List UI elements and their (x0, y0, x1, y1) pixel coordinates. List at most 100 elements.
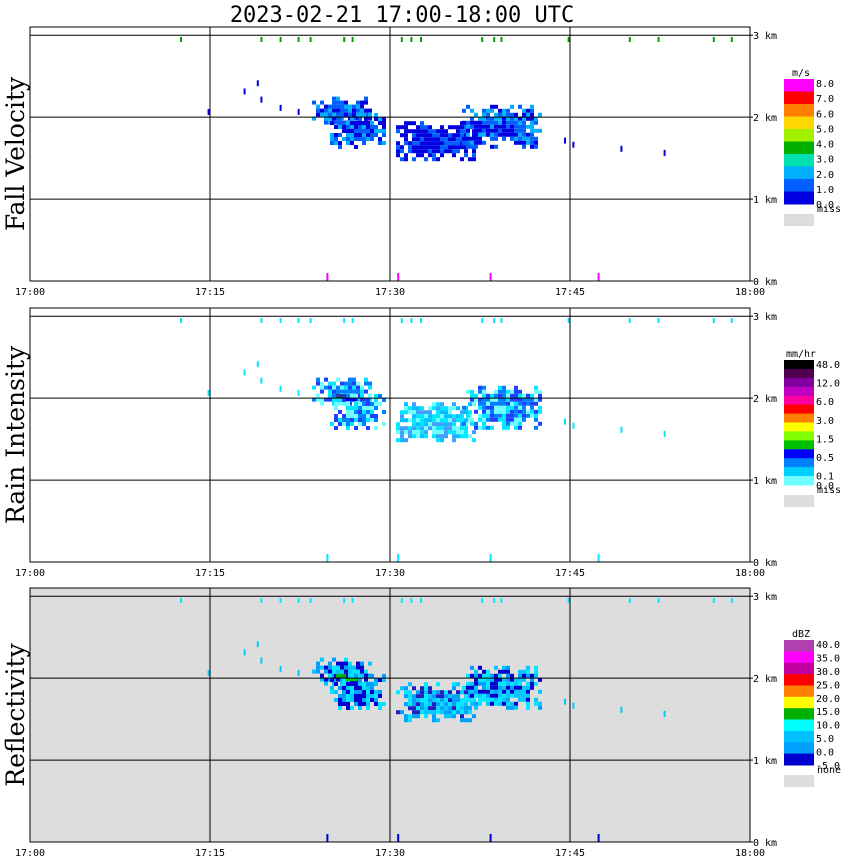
echo-cell (370, 402, 374, 406)
echo-cell (356, 397, 360, 402)
echo-cell (420, 153, 424, 158)
echo-cell (436, 422, 440, 427)
echo-cell (478, 116, 482, 121)
echo-cell (464, 426, 468, 431)
echo-cell (352, 665, 356, 670)
echo-cell (362, 690, 366, 694)
echo-cell (330, 137, 334, 141)
echo-cell (486, 681, 490, 686)
echo-cell (350, 698, 354, 702)
echo-cell (490, 413, 494, 418)
echo-cell (356, 661, 360, 666)
echo-cell (416, 129, 420, 134)
echo-cell (490, 393, 494, 398)
echo-cell (350, 418, 354, 422)
echo-cell (514, 677, 518, 682)
echo-cell (530, 144, 534, 149)
echo-cell (332, 100, 336, 105)
echo-cell (448, 418, 452, 423)
echo-cell (482, 112, 486, 117)
echo-cell (360, 108, 364, 113)
echo-cell (506, 417, 510, 422)
top-marker (343, 318, 346, 323)
echo-cell (522, 393, 526, 398)
echo-cell (506, 421, 510, 426)
echo-cell (470, 144, 474, 149)
echo-cell (424, 157, 428, 162)
echo-cell (404, 718, 408, 723)
colorbar-swatch (784, 191, 814, 205)
echo-cell (530, 409, 534, 414)
y-tick-label: 0 km (753, 558, 777, 569)
echo-cell (338, 686, 342, 690)
echo-cell (328, 116, 332, 121)
echo-cell (472, 438, 476, 443)
echo-cell (358, 406, 362, 410)
echo-cell (518, 128, 522, 133)
echo-cell (456, 690, 460, 695)
echo-cell (346, 402, 350, 406)
top-marker (260, 37, 263, 42)
echo-cell (440, 414, 444, 419)
echo-cell (502, 116, 506, 121)
echo-cell (526, 140, 530, 145)
echo-cell (330, 690, 334, 694)
colorbar-swatch (784, 413, 814, 423)
top-marker (493, 318, 496, 323)
echo-cell (348, 112, 352, 117)
echo-cell (522, 116, 526, 121)
echo-cell (370, 694, 374, 698)
echo-cell (362, 702, 366, 706)
echo-cell (342, 137, 346, 141)
echo-cell (382, 125, 386, 129)
echo-cell (420, 410, 424, 415)
echo-cell (382, 674, 386, 678)
scatter-point (663, 710, 666, 717)
echo-cell (316, 108, 320, 113)
echo-cell (460, 714, 464, 719)
top-marker (309, 37, 312, 42)
echo-cell (490, 401, 494, 406)
echo-cell (452, 145, 456, 150)
echo-cell (354, 394, 358, 398)
echo-cell (498, 417, 502, 422)
echo-cell (470, 701, 474, 706)
echo-cell (346, 414, 350, 418)
echo-cell (408, 714, 412, 719)
echo-cell (334, 682, 338, 686)
echo-cell (428, 145, 432, 150)
echo-cell (506, 685, 510, 690)
echo-cell (470, 116, 474, 121)
echo-cell (436, 141, 440, 146)
echo-cell (344, 385, 348, 390)
echo-cell (478, 689, 482, 694)
scatter-points (207, 80, 666, 156)
echo-cell (350, 137, 354, 141)
echo-cell (482, 425, 486, 430)
echo-cell (530, 132, 534, 137)
echo-cell (358, 678, 362, 682)
echo-cell (502, 128, 506, 133)
echo-cell (436, 698, 440, 703)
echo-cell (364, 677, 368, 682)
y-tick-label: 1 km (753, 756, 777, 767)
echo-cell (354, 145, 358, 149)
echo-cell (472, 698, 476, 703)
echo-cell (506, 124, 510, 129)
colorbar-missing-swatch (784, 214, 814, 226)
echo-cell (420, 430, 424, 435)
y-tick-label: 3 km (753, 31, 777, 42)
echo-cell (432, 149, 436, 154)
echo-cell (400, 686, 404, 691)
echo-cell (482, 108, 486, 113)
echo-cell (474, 112, 478, 117)
echo-cell (316, 669, 320, 674)
echo-cell (456, 682, 460, 687)
echo-cell (490, 677, 494, 682)
echo-cell (428, 414, 432, 419)
top-marker (343, 37, 346, 42)
echo-cell (354, 418, 358, 422)
echo-cell (466, 673, 470, 678)
echo-cell (366, 414, 370, 418)
colorbar-units: m/s (792, 68, 810, 79)
